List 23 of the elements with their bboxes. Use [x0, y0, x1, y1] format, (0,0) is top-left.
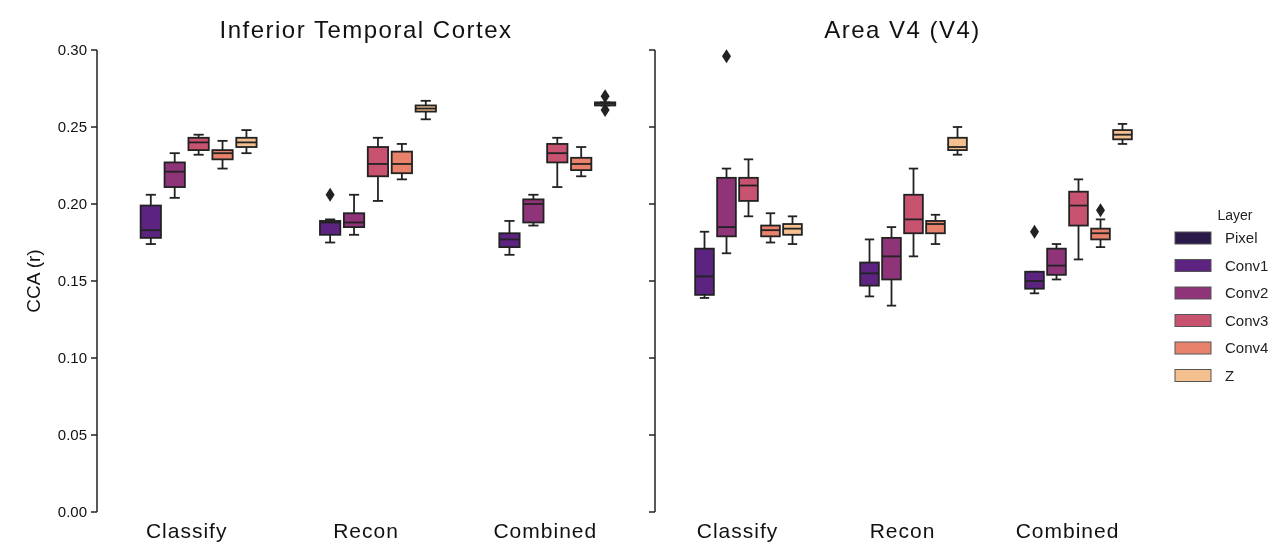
y-tick-label: 0.15: [57, 272, 87, 290]
legend-label: Pixel: [1225, 229, 1258, 247]
x-tick-label: Combined: [1015, 519, 1120, 542]
legend-label: Z: [1225, 366, 1235, 384]
y-tick-label: 0.05: [57, 426, 87, 444]
x-tick-label: Recon: [869, 519, 936, 542]
x-tick-label: Recon: [333, 519, 399, 542]
chart-title: Area V4 (V4): [824, 16, 981, 43]
y-tick-label: 0.30: [57, 41, 87, 59]
y-tick-label: 0.20: [57, 195, 87, 213]
x-tick-label: Classify: [696, 519, 779, 542]
y-tick-label: 0.25: [57, 118, 87, 136]
y-tick-label: 0.10: [57, 349, 87, 367]
legend-label: Conv2: [1225, 284, 1269, 302]
legend-label: Conv4: [1225, 339, 1269, 357]
legend-label: Conv3: [1225, 311, 1269, 329]
x-tick-label: Combined: [493, 519, 598, 542]
y-tick-label: 0.00: [57, 503, 87, 521]
legend-title: Layer: [1217, 207, 1253, 223]
chart-title: Inferior Temporal Cortex: [219, 16, 513, 43]
x-tick-label: Classify: [145, 519, 228, 542]
legend-label: Conv1: [1225, 256, 1269, 274]
y-axis-title: CCA (r): [23, 249, 44, 313]
